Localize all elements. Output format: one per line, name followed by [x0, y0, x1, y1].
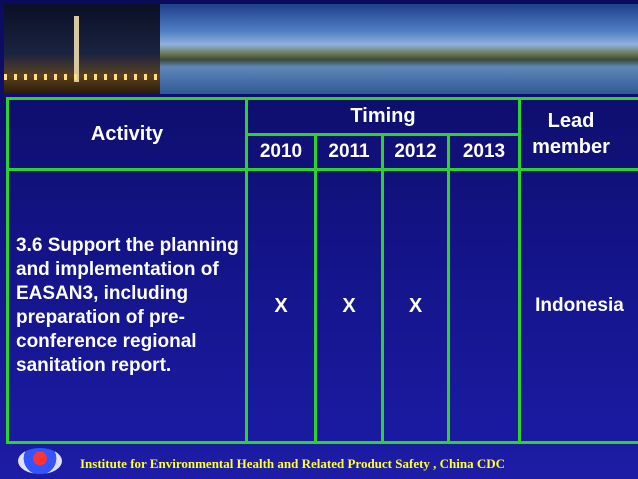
grid-line [6, 441, 638, 444]
grid-line [6, 168, 638, 171]
header-year: 2010 [259, 141, 303, 162]
grid-line [381, 133, 384, 444]
lead-cell: Indonesia [535, 295, 624, 316]
grid-line [518, 97, 521, 444]
grid-line [6, 97, 638, 100]
header-activity: Activity [90, 122, 164, 145]
grid-line [245, 97, 248, 444]
timing-mark: X [342, 294, 356, 317]
header-year: 2011 [328, 141, 370, 162]
activity-cell: 3.6 Support the planning and implementat… [16, 235, 239, 376]
footer-text: Institute for Environmental Health and R… [80, 456, 506, 471]
grid-line [314, 133, 317, 444]
landscape-photo [160, 4, 638, 94]
header-year: 2012 [394, 141, 437, 162]
header-lead: Lead member [532, 110, 610, 158]
header-timing: Timing [350, 105, 416, 127]
header-year: 2013 [462, 141, 506, 162]
monument-photo [4, 4, 160, 94]
grid-line [6, 97, 9, 444]
monument [74, 16, 79, 82]
logo [18, 448, 62, 474]
timing-mark: X [274, 294, 288, 317]
grid-line [447, 133, 450, 444]
timing-mark: X [408, 294, 423, 317]
city-lights [4, 74, 160, 80]
